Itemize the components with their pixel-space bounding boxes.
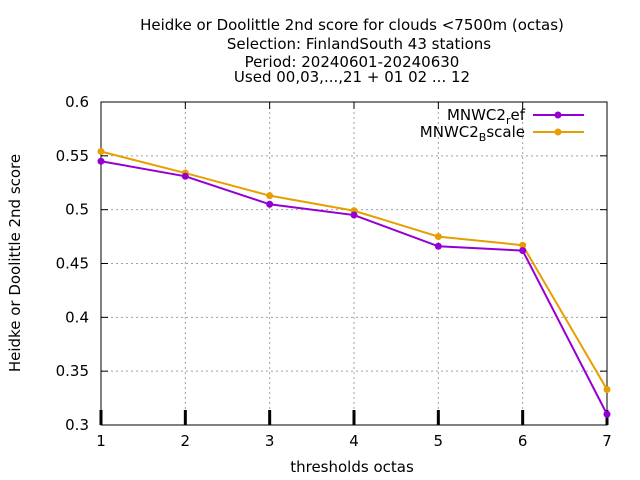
data-point	[603, 385, 611, 393]
x-tick-label: 7	[602, 432, 612, 450]
y-tick-label: 0.55	[56, 147, 89, 165]
data-point	[434, 242, 442, 250]
y-tick-label: 0.35	[56, 362, 89, 380]
legend-label: MNWC2ref	[447, 106, 526, 127]
x-tick-label: 2	[181, 432, 191, 450]
ticks: 0.3 0.35 0.4 0.45 0.5 0.55 0.6 1 2 3 4 5 6 7	[56, 93, 612, 450]
title-line-4: Used 00,03,...,21 + 01 02 ... 12	[234, 68, 470, 86]
data-point	[434, 233, 442, 241]
data-point	[97, 148, 105, 156]
x-axis-label: thresholds octas	[290, 458, 414, 476]
plot-frame	[100, 101, 608, 426]
legend-marker	[554, 111, 562, 119]
legend-marker	[554, 128, 562, 136]
data-point	[603, 410, 611, 418]
legend-label: MNWC2Bscale	[420, 123, 525, 144]
data-point	[181, 172, 189, 180]
y-axis-label: Heidke or Doolittle 2nd score	[6, 154, 24, 372]
legend-entry-2: MNWC2Bscale	[420, 123, 584, 144]
y-tick-label: 0.4	[65, 308, 89, 326]
x-tick-label: 5	[434, 432, 444, 450]
data-point	[350, 211, 358, 219]
x-tick-label: 1	[96, 432, 106, 450]
chart-title: Heidke or Doolittle 2nd score for clouds…	[140, 16, 564, 86]
legend-entry-1: MNWC2ref	[447, 106, 584, 127]
data-point	[519, 247, 527, 255]
data-point	[266, 200, 274, 208]
y-tick-label: 0.3	[65, 416, 89, 434]
title-line-2: Selection: FinlandSouth 43 stations	[227, 35, 491, 53]
x-tick-label: 3	[265, 432, 275, 450]
y-tick-label: 0.45	[56, 255, 89, 273]
title-line-1: Heidke or Doolittle 2nd score for clouds…	[140, 16, 564, 34]
x-tick-label: 6	[518, 432, 528, 450]
y-tick-label: 0.6	[65, 93, 89, 111]
y-tick-label: 0.5	[65, 201, 89, 219]
series-1	[97, 157, 611, 418]
x-tick-label: 4	[349, 432, 359, 450]
data-point	[519, 241, 527, 249]
series-layer	[97, 148, 611, 418]
grid	[101, 102, 607, 425]
title-line-3: Period: 20240601-20240630	[245, 53, 460, 71]
data-point	[266, 192, 274, 200]
data-point	[97, 157, 105, 165]
